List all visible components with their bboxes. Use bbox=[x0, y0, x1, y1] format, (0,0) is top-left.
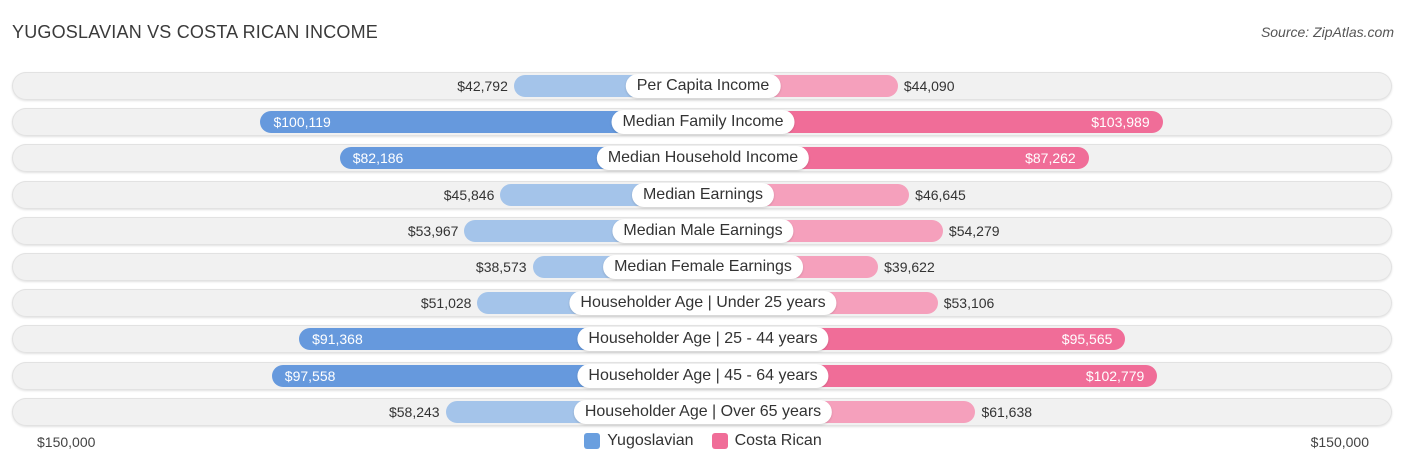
value-costa-rican-householder-age-25-44-years: $95,565 bbox=[1061, 331, 1113, 348]
chart-title: YUGOSLAVIAN VS COSTA RICAN INCOME bbox=[12, 22, 379, 42]
value-yugoslavian-householder-age-over-65-years: $58,243 bbox=[388, 403, 440, 420]
category-label-median-family-income: Median Family Income bbox=[611, 110, 795, 135]
value-costa-rican-median-family-income: $103,989 bbox=[1091, 114, 1150, 131]
legend-swatch-costa-rican bbox=[711, 433, 728, 449]
value-costa-rican-median-female-earnings: $39,622 bbox=[884, 259, 935, 275]
category-label-per-capita-income: Per Capita Income bbox=[625, 74, 781, 98]
category-label-householder-age-25-44-years: Householder Age | 25 - 44 years bbox=[577, 327, 829, 352]
legend-item-yugoslavian[interactable]: Yugoslavian bbox=[584, 432, 694, 450]
value-yugoslavian-median-male-earnings: $53,967 bbox=[407, 222, 459, 239]
value-yugoslavian-median-earnings: $45,846 bbox=[443, 186, 495, 203]
value-costa-rican-median-male-earnings: $54,279 bbox=[948, 222, 1000, 239]
value-costa-rican-per-capita-income: $44,090 bbox=[903, 78, 955, 94]
category-label-householder-age-over-65-years: Householder Age | Over 65 years bbox=[573, 399, 833, 424]
category-label-median-household-income: Median Household Income bbox=[596, 146, 810, 171]
axis-right-label: $150,000 bbox=[1310, 434, 1369, 450]
value-costa-rican-householder-age-over-65-years: $61,638 bbox=[981, 403, 1033, 420]
bar-yugoslavian-median-family-income[interactable] bbox=[260, 111, 703, 134]
category-label-householder-age-45-64-years: Householder Age | 45 - 64 years bbox=[577, 363, 829, 388]
legend-item-costa-rican[interactable]: Costa Rican bbox=[711, 432, 822, 450]
value-yugoslavian-householder-age-under-25-years: $51,028 bbox=[420, 295, 472, 312]
legend-label-yugoslavian: Yugoslavian bbox=[607, 432, 694, 449]
value-costa-rican-median-household-income: $87,262 bbox=[1025, 150, 1076, 167]
legend: Yugoslavian Costa Rican bbox=[0, 432, 1406, 450]
legend-label-costa-rican: Costa Rican bbox=[734, 432, 822, 449]
value-costa-rican-median-earnings: $46,645 bbox=[915, 186, 966, 203]
value-yugoslavian-median-family-income: $100,119 bbox=[273, 114, 331, 131]
source-label: Source: ZipAtlas.com bbox=[1260, 24, 1394, 40]
category-label-median-male-earnings: Median Male Earnings bbox=[612, 218, 794, 243]
category-label-median-earnings: Median Earnings bbox=[631, 182, 775, 207]
value-yugoslavian-median-female-earnings: $38,573 bbox=[475, 259, 527, 275]
value-yugoslavian-householder-age-45-64-years: $97,558 bbox=[284, 367, 336, 384]
value-costa-rican-householder-age-under-25-years: $53,106 bbox=[943, 295, 995, 312]
axis-left-label: $150,000 bbox=[37, 434, 96, 450]
value-yugoslavian-householder-age-25-44-years: $91,368 bbox=[312, 331, 363, 348]
value-costa-rican-householder-age-45-64-years: $102,779 bbox=[1085, 367, 1145, 384]
category-label-householder-age-under-25-years: Householder Age | Under 25 years bbox=[569, 291, 837, 316]
legend-swatch-yugoslavian bbox=[584, 433, 601, 449]
value-yugoslavian-per-capita-income: $42,792 bbox=[457, 78, 508, 94]
value-yugoslavian-median-household-income: $82,186 bbox=[352, 150, 404, 167]
bar-costa-rican-median-family-income[interactable] bbox=[703, 111, 1163, 134]
category-label-median-female-earnings: Median Female Earnings bbox=[603, 255, 803, 279]
